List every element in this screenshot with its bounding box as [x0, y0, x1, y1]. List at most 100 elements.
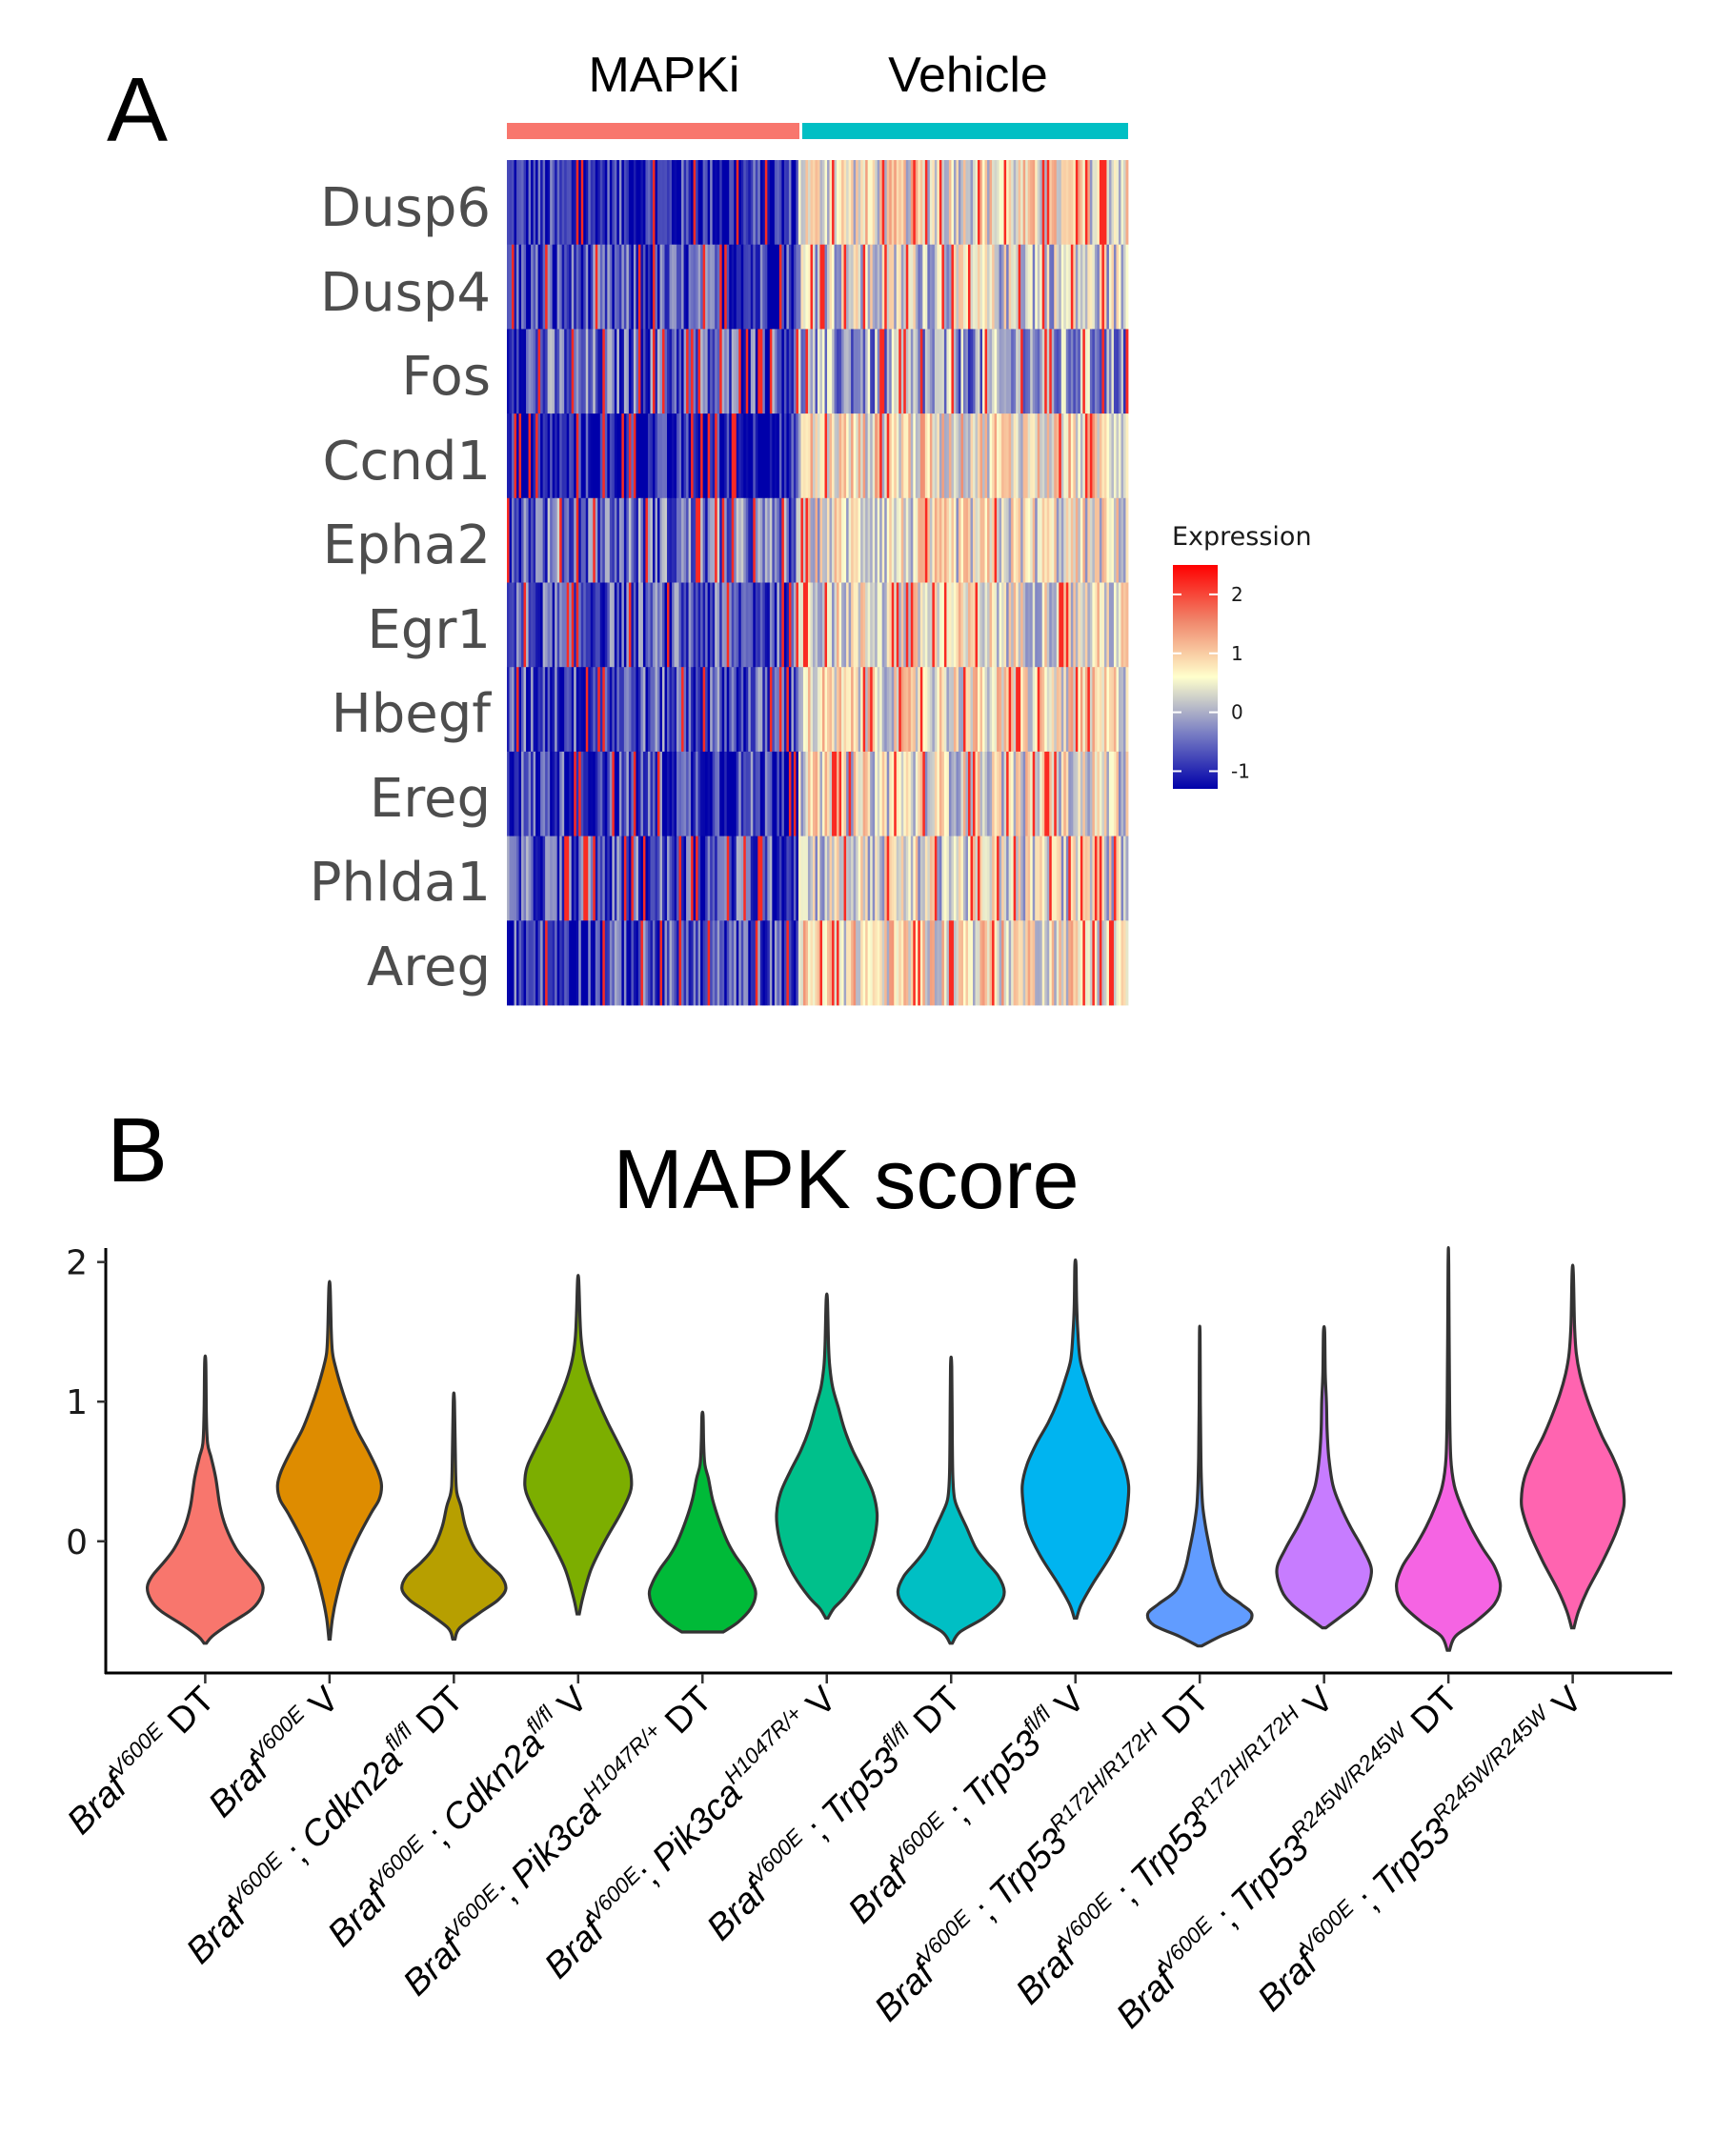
heatmap-cell [915, 244, 919, 330]
heatmap-cell [623, 497, 627, 583]
heatmap-cell [753, 920, 757, 1006]
heatmap-cell [559, 413, 563, 499]
heatmap-cell [781, 329, 785, 414]
heatmap-cell [858, 751, 861, 836]
heatmap-cell [829, 329, 833, 414]
heatmap-cell [1120, 920, 1124, 1006]
heatmap-cell [1122, 329, 1126, 414]
heatmap-cell [856, 244, 859, 330]
heatmap-cell [1020, 329, 1024, 414]
heatmap-cell [905, 497, 909, 583]
heatmap-cell [791, 329, 795, 414]
heatmap-cell [815, 329, 818, 414]
heatmap-cell [1035, 920, 1039, 1006]
heatmap-cell [1108, 667, 1112, 753]
heatmap-cell [1030, 244, 1034, 330]
heatmap-cell [724, 413, 728, 499]
heatmap-cell [1118, 329, 1121, 414]
heatmap-cell [523, 836, 527, 921]
heatmap-cell [791, 582, 795, 668]
heatmap-cell [1035, 836, 1039, 921]
heatmap-cell [783, 244, 787, 330]
heatmap-cell [721, 329, 725, 414]
heatmap-cell [1016, 920, 1020, 1006]
heatmap-cell [987, 497, 990, 583]
heatmap-cell [602, 413, 606, 499]
heatmap-cell [1097, 160, 1100, 246]
heatmap-cell [750, 497, 754, 583]
heatmap-cell [884, 920, 888, 1006]
heatmap-cell [1103, 582, 1107, 668]
heatmap-cell [616, 751, 620, 836]
heatmap-cell [545, 413, 549, 499]
heatmap-cell [786, 667, 790, 753]
heatmap-cell [1065, 920, 1069, 1006]
heatmap-cell [1078, 329, 1081, 414]
heatmap-cell [507, 244, 510, 330]
heatmap-cell [898, 836, 902, 921]
heatmap-cell [602, 497, 606, 583]
heatmap-cell [772, 920, 776, 1006]
heatmap-cell [848, 920, 852, 1006]
heatmap-cell [552, 751, 555, 836]
heatmap-cell [655, 667, 658, 753]
heatmap-cell [819, 497, 823, 583]
heatmap-cell [1099, 160, 1102, 246]
heatmap-cell [566, 920, 570, 1006]
heatmap-cell [818, 413, 820, 499]
heatmap-cell [575, 329, 579, 414]
heatmap-cell [719, 497, 723, 583]
heatmap-cell [731, 836, 735, 921]
heatmap-cell [618, 836, 622, 921]
heatmap-cell [748, 751, 752, 836]
heatmap-cell [992, 582, 995, 668]
heatmap-cell [547, 244, 551, 330]
heatmap-cell [597, 497, 601, 583]
heatmap-cell [810, 582, 814, 668]
heatmap-cell [574, 920, 577, 1006]
heatmap-cell [696, 329, 699, 414]
heatmap-cell [1056, 413, 1060, 499]
heatmap-cell [934, 582, 938, 668]
heatmap-cell [910, 329, 914, 414]
group-label-mapki: MAPKi [589, 48, 740, 103]
heatmap-cell [691, 160, 694, 246]
heatmap-cell [818, 751, 820, 836]
heatmap-cell [583, 836, 587, 921]
heatmap-cell [616, 667, 620, 753]
heatmap-cell [870, 667, 874, 753]
heatmap-cell [556, 582, 560, 668]
heatmap-cell [1118, 667, 1121, 753]
heatmap-cell [734, 160, 737, 246]
heatmap-cell [877, 160, 880, 246]
heatmap-cell [588, 160, 592, 246]
heatmap-cell [637, 497, 641, 583]
heatmap-cell [578, 667, 582, 753]
heatmap-cell [633, 329, 636, 414]
heatmap-cell [626, 497, 630, 583]
heatmap-cell [533, 329, 536, 414]
heatmap-cell [1092, 836, 1096, 921]
heatmap-cell [650, 836, 654, 921]
heatmap-cell [908, 413, 912, 499]
heatmap-cell [1063, 667, 1067, 753]
heatmap-cell [623, 667, 627, 753]
heatmap-cell [623, 329, 627, 414]
heatmap-cell [583, 920, 587, 1006]
heatmap-cell [578, 160, 582, 246]
heatmap-cell [837, 160, 839, 246]
heatmap-cell [924, 413, 928, 499]
heatmap-cell [1022, 413, 1026, 499]
heatmap-cell [628, 244, 632, 330]
heatmap-cell [588, 667, 592, 753]
heatmap-cell [1049, 497, 1053, 583]
heatmap-cell [800, 920, 804, 1006]
heatmap-cell [948, 582, 952, 668]
heatmap-cell [951, 497, 955, 583]
heatmap-cell [743, 244, 747, 330]
heatmap-cell [667, 582, 670, 668]
heatmap-cell [1013, 582, 1017, 668]
heatmap-cell [523, 667, 527, 753]
heatmap-cell [1032, 667, 1036, 753]
heatmap-cell [759, 667, 763, 753]
